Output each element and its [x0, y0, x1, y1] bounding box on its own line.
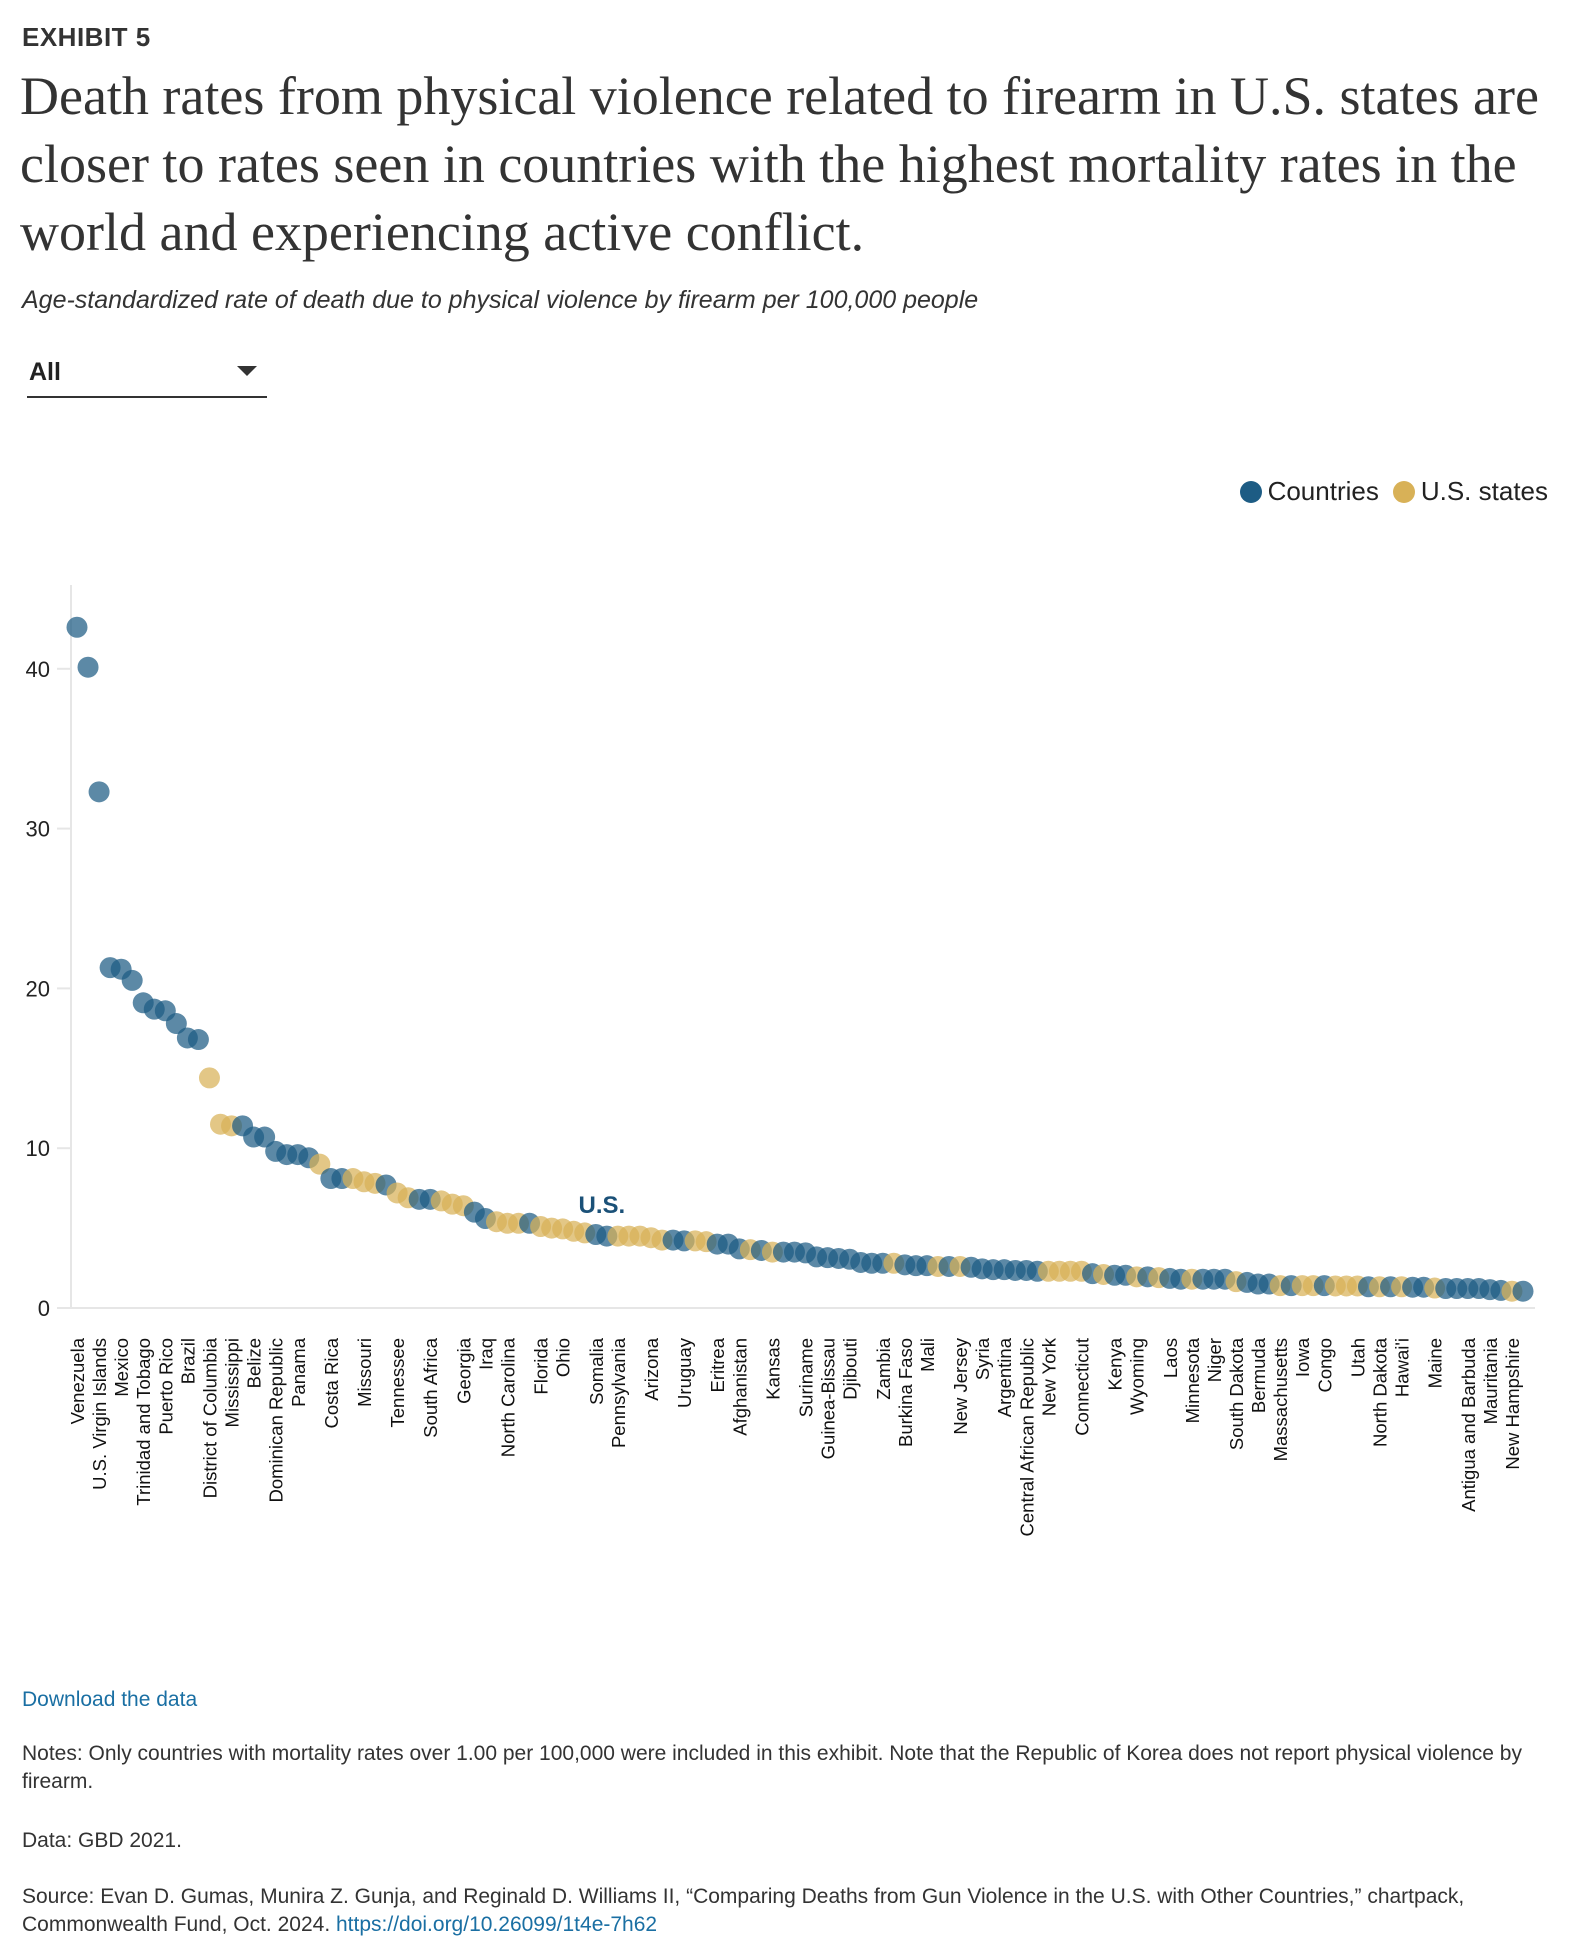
x-tick-label: Uruguay	[674, 1337, 695, 1408]
x-tick-label: Hawai'i	[1392, 1338, 1413, 1397]
y-tick-label: 0	[38, 1296, 50, 1321]
doi-link[interactable]: https://doi.org/10.26099/1t4e-7h62	[336, 1913, 658, 1936]
x-tick-label: New Hampshire	[1502, 1338, 1523, 1470]
x-tick-label: Arizona	[641, 1337, 662, 1400]
x-tick-label: Tennessee	[387, 1338, 408, 1427]
x-tick-label: South Dakota	[1226, 1337, 1247, 1450]
x-tick-label: New Jersey	[950, 1337, 971, 1434]
x-tick-label: Eritrea	[707, 1337, 728, 1392]
country-point	[254, 1126, 276, 1148]
x-tick-label: Somalia	[586, 1337, 607, 1405]
x-tick-label: Missouri	[354, 1338, 375, 1407]
filter-selected-value: All	[29, 358, 61, 386]
x-tick-label: Laos	[1160, 1338, 1181, 1378]
x-tick-label: Kansas	[762, 1338, 783, 1400]
chevron-down-icon	[237, 366, 257, 376]
x-tick-label: Panama	[288, 1337, 309, 1407]
legend-dot-states	[1392, 480, 1415, 503]
country-point	[1512, 1280, 1534, 1302]
chart-header: EXHIBIT 5 Death rates from physical viol…	[20, 22, 1568, 398]
x-tick-label: Bermuda	[1248, 1337, 1269, 1413]
x-tick-label: District of Columbia	[199, 1337, 220, 1498]
x-tick-label: Afghanistan	[729, 1338, 750, 1436]
y-tick-label: 10	[26, 1136, 50, 1161]
x-tick-label: Congo	[1314, 1338, 1335, 1393]
x-tick-label: Connecticut	[1071, 1338, 1092, 1436]
state-point	[309, 1153, 331, 1175]
country-point	[77, 656, 99, 678]
x-tick-label: Utah	[1347, 1338, 1368, 1377]
source-citation: Source: Evan D. Gumas, Munira Z. Gunja, …	[22, 1885, 1465, 1936]
x-tick-label: Suriname	[796, 1338, 817, 1417]
y-tick-label: 30	[26, 817, 50, 842]
chart-subtitle: Age-standardized rate of death due to ph…	[22, 286, 979, 314]
exhibit-label: EXHIBIT 5	[22, 22, 151, 52]
x-tick-label: U.S. Virgin Islands	[89, 1338, 110, 1490]
country-point	[66, 616, 88, 638]
x-tick-label: Iowa	[1292, 1337, 1313, 1377]
x-tick-label: Zambia	[873, 1337, 894, 1399]
x-tick-label: Mauritania	[1480, 1337, 1501, 1424]
country-point	[187, 1029, 209, 1051]
x-tick-label: Dominican Republic	[266, 1338, 287, 1503]
x-tick-label: Georgia	[453, 1337, 474, 1404]
x-tick-label: Belize	[244, 1338, 265, 1388]
x-tick-label: Djibouti	[840, 1338, 861, 1400]
x-tick-label: Trinidad and Tobago	[133, 1338, 154, 1506]
x-tick-label: Costa Rica	[321, 1337, 342, 1428]
x-tick-label: Brazil	[177, 1338, 198, 1384]
x-tick-label: South Africa	[420, 1337, 441, 1437]
download-data-link[interactable]: Download the data	[22, 1688, 198, 1711]
chart-title: Death rates from physical violence relat…	[20, 66, 1539, 262]
x-tick-label: New York	[1038, 1337, 1059, 1416]
x-tick-label: Puerto Rico	[155, 1338, 176, 1435]
x-tick-label: Florida	[531, 1337, 552, 1394]
legend: Countries U.S. states	[1239, 476, 1548, 507]
x-tick-label: North Dakota	[1370, 1337, 1391, 1447]
scatter-chart: 0 10 20 30 40 Venezuela U.S. Virgin Islands Mex…	[26, 585, 1535, 1536]
y-tick-label: 20	[26, 976, 50, 1001]
country-point	[165, 1013, 187, 1035]
y-tick-label: 40	[26, 657, 50, 682]
source-text: Source: Evan D. Gumas, Munira Z. Gunja, …	[22, 1883, 1562, 1939]
x-tick-label: Niger	[1204, 1338, 1225, 1382]
country-point	[121, 969, 143, 991]
notes-text: Notes: Only countries with mortality rat…	[22, 1742, 1522, 1793]
legend-label-states: U.S. states	[1420, 476, 1548, 506]
x-tick-label: Kenya	[1105, 1337, 1126, 1390]
x-tick-label: Iraq	[475, 1338, 496, 1370]
x-tick-label: Argentina	[994, 1337, 1015, 1417]
x-tick-label: Ohio	[553, 1338, 574, 1377]
state-point	[198, 1067, 220, 1089]
filter-dropdown[interactable]: All	[27, 352, 267, 398]
x-tick-label: Guinea-Bissau	[818, 1338, 839, 1459]
legend-label-countries: Countries	[1267, 476, 1379, 506]
x-tick-label: Massachusetts	[1270, 1338, 1291, 1461]
x-tick-label: North Carolina	[497, 1337, 518, 1457]
x-tick-label: Pennsylvania	[608, 1337, 629, 1448]
x-tick-label: Mali	[917, 1338, 938, 1372]
x-tick-label: Antigua and Barbuda	[1458, 1337, 1479, 1512]
data-source-text: Data: GBD 2021.	[22, 1829, 182, 1852]
country-point	[88, 781, 110, 803]
x-tick-label: Central African Republic	[1016, 1338, 1037, 1536]
x-tick-label: Mississippi	[222, 1338, 243, 1427]
x-tick-label: Minnesota	[1182, 1337, 1203, 1423]
x-tick-label: Syria	[972, 1337, 993, 1380]
legend-dot-countries	[1239, 480, 1262, 503]
legend-item-countries: Countries	[1239, 476, 1379, 507]
us-annotation: U.S.	[578, 1192, 625, 1219]
x-tick-label: Venezuela	[67, 1337, 88, 1424]
x-tick-label: Maine	[1425, 1338, 1446, 1388]
x-tick-label: Mexico	[111, 1338, 132, 1397]
x-tick-label: Wyoming	[1127, 1338, 1148, 1415]
legend-item-states: U.S. states	[1392, 476, 1548, 507]
x-tick-label: Burkina Faso	[895, 1338, 916, 1447]
